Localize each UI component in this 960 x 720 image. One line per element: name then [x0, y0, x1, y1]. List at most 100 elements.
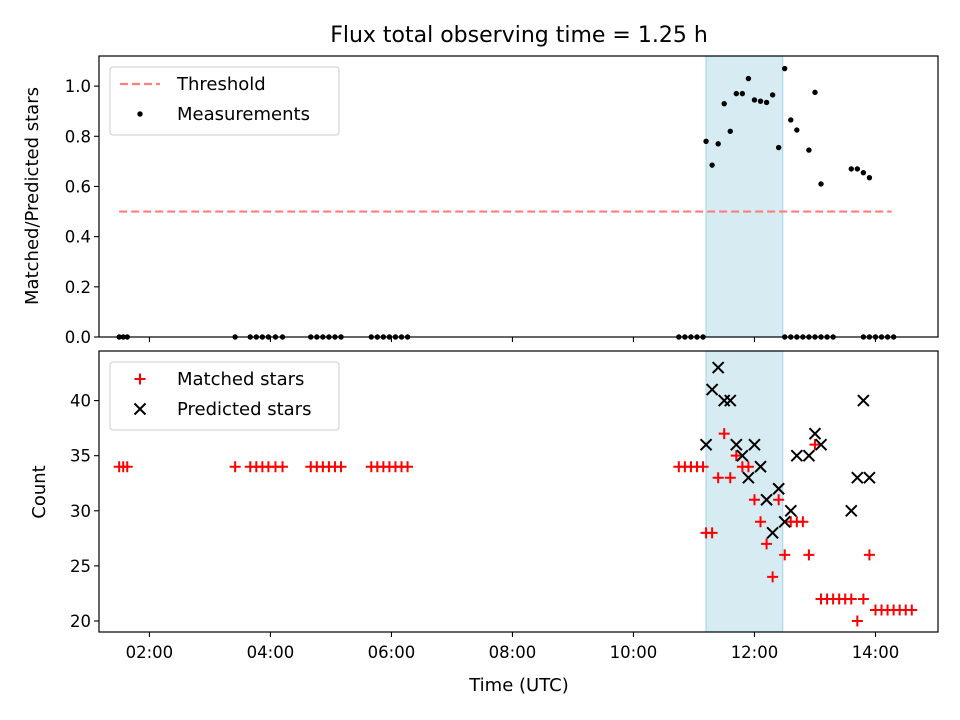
top-y-axis-label: Matched/Predicted stars [22, 87, 43, 305]
data-point [860, 169, 867, 176]
data-point [778, 515, 791, 529]
data-point [906, 604, 918, 616]
data-point [773, 494, 785, 506]
data-point [703, 138, 709, 145]
data-point [727, 128, 733, 134]
bottom-y-tick-label: 20 [70, 612, 91, 631]
data-point [812, 89, 818, 96]
bottom-y-axis-label: Count [29, 465, 50, 518]
data-point [699, 438, 713, 451]
data-point [742, 471, 755, 484]
data-point [718, 428, 730, 440]
data-point [715, 141, 721, 147]
data-point [772, 482, 785, 495]
top-axes: 0.0 0.2 0.4 0.6 0.8 1.0 Threshold Measurements [65, 55, 939, 347]
bottom-y-tick-label: 35 [70, 447, 91, 466]
data-point [767, 571, 779, 583]
legend-matched-stars-label: Matched stars [177, 369, 304, 390]
bottom-legend: Matched stars Predicted stars [109, 361, 340, 431]
data-point [760, 493, 773, 506]
top-y-tick-label: 0.0 [65, 328, 91, 347]
data-point [721, 100, 727, 107]
data-point [808, 427, 822, 440]
top-legend: Threshold Measurements [109, 66, 340, 136]
bottom-series-predicted-stars [699, 361, 876, 540]
data-point [724, 472, 736, 484]
bottom-highlight-span [705, 350, 784, 633]
legend-matched-stars-swatch [134, 373, 146, 385]
data-point [763, 99, 770, 106]
bottom-axes-frame [98, 350, 939, 633]
data-point [818, 181, 824, 187]
data-point [712, 472, 724, 484]
data-point [863, 549, 875, 561]
data-point [697, 461, 709, 473]
bottom-y-tick-label: 40 [70, 392, 91, 411]
data-point [857, 394, 870, 407]
data-point [782, 65, 788, 72]
data-point [711, 361, 725, 374]
x-tick-label: 04:00 [247, 643, 295, 662]
data-point [733, 90, 740, 97]
data-point [806, 147, 812, 153]
top-y-tick-label: 0.4 [65, 228, 91, 247]
x-tick-label: 06:00 [368, 643, 416, 662]
bottom-y-tick-label: 30 [70, 502, 91, 521]
data-point [748, 438, 761, 451]
data-point [845, 504, 858, 517]
data-point [803, 549, 815, 561]
data-point [848, 166, 854, 172]
data-point [706, 527, 718, 539]
data-point [784, 504, 797, 517]
data-point [761, 538, 773, 550]
top-y-tick-label: 0.6 [65, 177, 91, 196]
data-point [854, 166, 861, 172]
x-tick-label: 02:00 [126, 643, 174, 662]
data-point [851, 471, 864, 484]
top-y-tick-label: 0.2 [65, 278, 91, 297]
top-highlight-span [705, 55, 784, 338]
legend-threshold-label: Threshold [176, 74, 266, 95]
data-point [730, 450, 742, 462]
data-point [736, 449, 749, 462]
data-point [769, 92, 776, 98]
data-point [814, 438, 828, 451]
data-point [754, 460, 767, 473]
data-point [402, 461, 414, 473]
top-axes-frame [98, 55, 939, 338]
data-point [757, 98, 764, 104]
data-point [745, 75, 752, 82]
data-point [766, 526, 779, 540]
data-point [779, 549, 791, 561]
legend-predicted-stars-label: Predicted stars [177, 399, 311, 420]
data-point [121, 461, 133, 473]
bottom-y-tick-label: 25 [70, 557, 91, 576]
bottom-legend-box [109, 361, 340, 431]
data-point [739, 90, 746, 97]
data-point [775, 144, 782, 151]
chart-title: Flux total observing time = 1.25 h [330, 23, 708, 48]
data-point [751, 97, 758, 103]
x-tick-label: 08:00 [489, 643, 537, 662]
data-point [709, 162, 715, 168]
top-y-tick-label: 0.8 [65, 127, 91, 146]
data-point [755, 516, 767, 528]
top-legend-box [109, 66, 340, 136]
legend-measurements-label: Measurements [177, 104, 310, 125]
data-point [845, 593, 857, 605]
data-point [335, 461, 347, 473]
bottom-axes: 20 25 30 35 40 02:00 04:00 06:00 08:00 10:00 12:00… [70, 350, 939, 662]
x-axis-label: Time (UTC) [468, 675, 569, 696]
bottom-series-matched-stars [113, 428, 918, 627]
data-point [748, 494, 760, 506]
data-point [863, 471, 876, 484]
data-point [851, 615, 863, 627]
legend-predicted-stars-swatch [133, 402, 147, 416]
data-point [797, 516, 809, 528]
legend-measurements-swatch [137, 111, 143, 117]
data-point [866, 174, 873, 181]
data-point [794, 127, 800, 133]
data-point [802, 449, 816, 462]
data-point [229, 461, 241, 473]
